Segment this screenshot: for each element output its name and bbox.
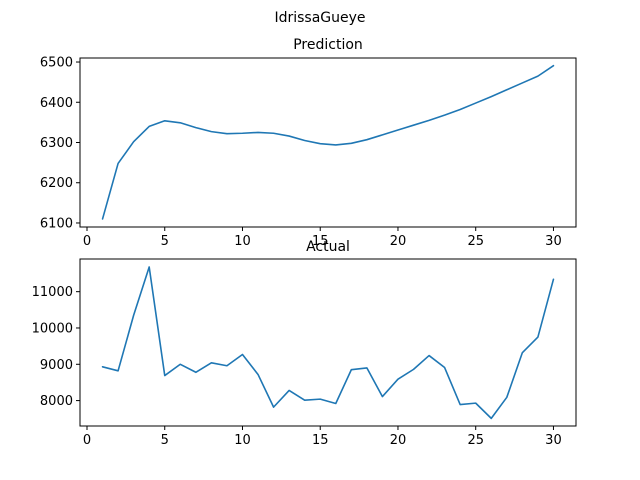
prediction-xtick-label: 5 (161, 234, 169, 249)
actual-xtick-label: 10 (234, 433, 251, 448)
figure-suptitle: IdrissaGueye (274, 10, 365, 26)
actual-xtick-label: 25 (467, 433, 484, 448)
prediction-title: Prediction (293, 37, 363, 53)
prediction-xtick-label: 30 (545, 234, 562, 249)
actual-ytick-label: 9000 (40, 358, 73, 373)
prediction-ytick-label: 6400 (40, 96, 73, 111)
prediction-xtick-label: 10 (234, 234, 251, 249)
prediction-xtick-label: 0 (83, 234, 91, 249)
prediction-ytick-label: 6200 (40, 176, 73, 191)
prediction-series-line (101, 64, 555, 220)
actual-ytick-label: 11000 (32, 285, 73, 300)
prediction-ytick-label: 6500 (40, 56, 73, 71)
actual-xtick-label: 20 (390, 433, 407, 448)
actual-series-line (101, 266, 555, 420)
prediction-xtick-label: 25 (467, 234, 484, 249)
prediction-panel: Prediction 0 5 10 15 20 25 30 6100 6200 6300 6400 6… (40, 37, 577, 249)
actual-xtick-label: 5 (161, 433, 169, 448)
actual-panel: 0 5 10 15 20 25 30 8000 9000 10000 11000 Actual (32, 239, 577, 448)
actual-title: Actual (306, 239, 350, 255)
prediction-xtick-label: 20 (390, 234, 407, 249)
prediction-plot-frame (79, 57, 577, 228)
prediction-ytick-label: 6300 (40, 136, 73, 151)
prediction-ytick-label: 6100 (40, 216, 73, 231)
actual-ytick-label: 10000 (32, 321, 73, 336)
actual-xtick-label: 0 (83, 433, 91, 448)
prediction-xtick-label: 15 (312, 234, 329, 249)
actual-plot-frame (79, 258, 577, 427)
actual-xtick-label: 15 (312, 433, 329, 448)
actual-xtick-label: 30 (545, 433, 562, 448)
actual-ytick-label: 8000 (40, 394, 73, 409)
